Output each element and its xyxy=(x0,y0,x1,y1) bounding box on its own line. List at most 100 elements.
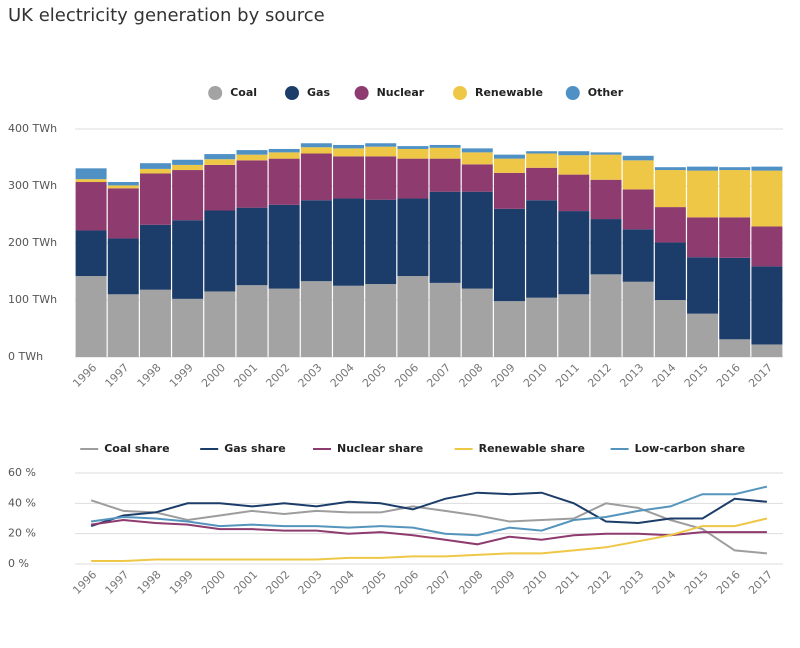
y-tick-label: 60 % xyxy=(8,466,36,479)
bar-segment xyxy=(493,154,525,159)
bar-segment xyxy=(687,170,719,218)
bar-segment xyxy=(333,144,365,149)
bar-segment xyxy=(687,166,719,171)
bar-segment xyxy=(107,188,139,239)
bar-segment xyxy=(590,152,622,155)
x-tick-label: 2006 xyxy=(392,361,421,390)
bar-segment xyxy=(429,158,461,192)
bar-segment xyxy=(751,170,783,227)
bar-segment xyxy=(107,238,139,295)
x-tick-label: 1999 xyxy=(167,361,196,390)
bar-segment xyxy=(333,148,365,157)
bar-segment xyxy=(139,289,171,357)
x-tick-label: 2017 xyxy=(746,361,775,390)
bar-segment xyxy=(687,217,719,258)
bar-segment xyxy=(719,217,751,258)
bar-segment xyxy=(300,281,332,357)
x-tick-label: 2000 xyxy=(199,568,228,597)
bar-segment xyxy=(751,226,783,267)
bar-segment xyxy=(204,210,236,292)
bar-segment xyxy=(204,164,236,211)
bar-segment xyxy=(622,189,654,230)
line-series xyxy=(90,485,768,537)
legend-marker xyxy=(354,86,369,100)
legend-marker xyxy=(453,86,467,100)
x-tick-label: 2004 xyxy=(328,361,357,390)
bar-segment xyxy=(751,344,783,357)
bar-segment xyxy=(558,174,590,212)
chart-title: UK electricity generation by source xyxy=(8,5,325,26)
x-tick-label: 2014 xyxy=(650,568,679,597)
bar-segment xyxy=(204,159,236,165)
bar-segment xyxy=(654,170,686,208)
x-tick-label: 1997 xyxy=(103,568,132,597)
bar-segment xyxy=(526,297,558,357)
bar-segment xyxy=(204,154,236,160)
y-tick-label: 40 % xyxy=(8,496,36,509)
bar-segment xyxy=(622,229,654,282)
bar-segment xyxy=(622,281,654,357)
bar-segment xyxy=(526,200,558,298)
bar-segment xyxy=(107,182,139,186)
bar-segment xyxy=(493,208,525,302)
legend-label: Other xyxy=(588,86,624,99)
bar-segment xyxy=(429,191,461,283)
bar-segment xyxy=(236,207,268,286)
bar-segment xyxy=(461,164,493,192)
x-tick-label: 2001 xyxy=(231,361,260,390)
bar-segment xyxy=(558,294,590,357)
bar-segment xyxy=(365,146,397,157)
bar-segment xyxy=(268,152,300,159)
x-tick-label: 2009 xyxy=(489,361,518,390)
x-tick-label: 2006 xyxy=(392,568,421,597)
bar-segment xyxy=(365,199,397,285)
x-tick-label: 2015 xyxy=(682,361,711,390)
bar-segment xyxy=(300,153,332,201)
bar-segment xyxy=(75,168,107,180)
legend-label: Nuclear share xyxy=(337,442,423,455)
bar-segment xyxy=(204,291,236,357)
legend-marker xyxy=(208,86,223,100)
legend-label: Coal share xyxy=(104,442,169,455)
bar-segment xyxy=(172,298,204,357)
x-tick-label: 2016 xyxy=(714,568,743,597)
y-tick-label: 300 TWh xyxy=(8,179,57,192)
x-tick-label: 2008 xyxy=(457,568,486,597)
x-tick-label: 2004 xyxy=(328,568,357,597)
bar-segment xyxy=(75,230,107,277)
bar-segment xyxy=(75,182,107,231)
bar-segment xyxy=(75,276,107,357)
x-tick-label: 2012 xyxy=(585,361,614,390)
bar-segment xyxy=(461,152,493,165)
x-tick-label: 2014 xyxy=(650,361,679,390)
bar-segment xyxy=(172,220,204,299)
line-series xyxy=(90,518,767,546)
bar-segment xyxy=(397,276,429,357)
bar-segment xyxy=(461,148,493,153)
bar-segment xyxy=(236,154,268,161)
bar-segment xyxy=(236,150,268,155)
bar-segment xyxy=(236,285,268,357)
bar-segment xyxy=(526,167,558,201)
bar-segment xyxy=(139,224,171,290)
bar-segment xyxy=(493,172,525,209)
bar-segment xyxy=(300,147,332,154)
bar-segment xyxy=(397,158,429,199)
bar-segment xyxy=(461,288,493,357)
x-tick-label: 1996 xyxy=(70,361,99,390)
bar-segment xyxy=(719,167,751,171)
bar-segment xyxy=(429,282,461,357)
x-tick-label: 2009 xyxy=(489,568,518,597)
x-tick-label: 2005 xyxy=(360,568,389,597)
x-tick-label: 1999 xyxy=(167,568,196,597)
bar-segment xyxy=(268,158,300,205)
bar-segment xyxy=(558,151,590,156)
x-tick-label: 2016 xyxy=(714,361,743,390)
y-tick-label: 200 TWh xyxy=(8,236,57,249)
x-tick-label: 2010 xyxy=(521,361,550,390)
bar-segment xyxy=(590,154,622,180)
y-tick-label: 0 TWh xyxy=(8,350,43,363)
x-tick-label: 2010 xyxy=(521,568,550,597)
bar-segment xyxy=(461,191,493,289)
